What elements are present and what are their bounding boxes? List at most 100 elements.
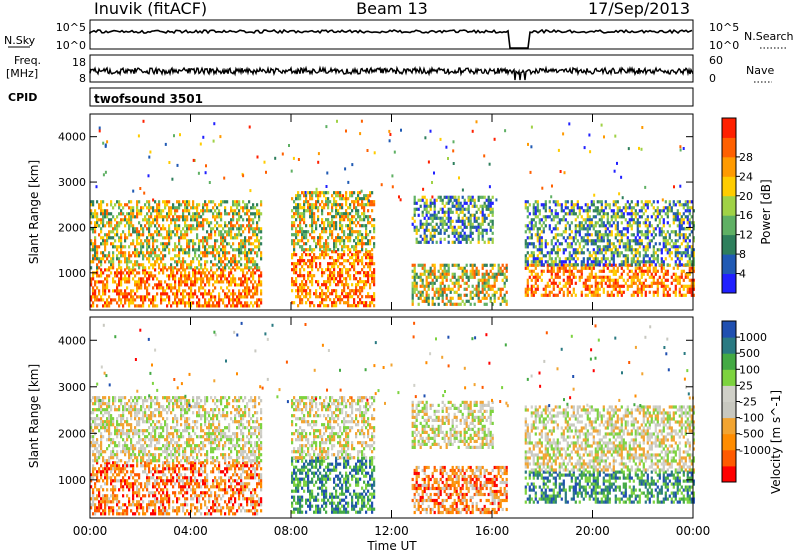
echo-cell (491, 302, 494, 306)
echo-cell (156, 227, 159, 231)
echo-cell (682, 251, 685, 255)
echo-cell (184, 251, 187, 255)
echo-cell (642, 281, 645, 285)
echo-cell (672, 242, 675, 246)
echo-cell (365, 250, 368, 254)
echo-cell (648, 245, 651, 249)
echo-cell (184, 224, 187, 228)
echo-cell (437, 216, 440, 220)
echo-cell (367, 209, 370, 213)
echo-cell (652, 248, 655, 252)
echo-cell (481, 219, 484, 223)
echo-cell (676, 257, 679, 261)
echo-cell (230, 236, 233, 240)
echo-cell (596, 212, 599, 216)
echo-cell (550, 248, 553, 252)
echo-cell (122, 254, 125, 258)
echo-cell (309, 224, 312, 228)
echo-cell (634, 242, 637, 246)
echo-cell (423, 237, 426, 241)
echo-cell (676, 215, 679, 219)
echo-cell (469, 222, 472, 226)
echo-cell (226, 286, 229, 290)
echo-cell (660, 269, 663, 273)
echo-cell (325, 292, 328, 296)
echo-cell (542, 206, 545, 210)
echo-cell (692, 248, 695, 252)
echo-cell (670, 257, 673, 261)
echo-cell (620, 233, 623, 237)
echo-cell (532, 245, 535, 249)
echo-cell (323, 245, 326, 249)
echo-cell (485, 207, 488, 211)
echo-cell (156, 218, 159, 222)
echo-cell (148, 257, 151, 261)
echo-cell (90, 215, 93, 219)
echo-cell (305, 248, 308, 252)
echo-cell (638, 245, 641, 249)
echo-cell (315, 265, 318, 269)
echo-cell (216, 274, 219, 278)
echo-cell (608, 221, 611, 225)
echo-cell (626, 287, 629, 291)
echo-cell (182, 298, 185, 302)
echo-cell (104, 254, 107, 258)
echo-cell (303, 209, 306, 213)
echo-cell (433, 266, 436, 270)
echo-cell (431, 299, 434, 303)
echo-cell (612, 209, 615, 213)
echo-cell (493, 293, 496, 297)
echo-cell (160, 215, 163, 219)
echo-cell (118, 224, 121, 228)
echo-cell (297, 194, 300, 198)
echo-cell (369, 191, 372, 195)
echo-cell (146, 212, 149, 216)
echo-cell (369, 256, 372, 260)
echo-cell (94, 230, 97, 234)
echo-cell (116, 221, 119, 225)
echo-cell (642, 233, 645, 237)
echo-cell (250, 251, 253, 255)
echo-cell (192, 212, 195, 216)
echo-cell (491, 275, 494, 279)
echo-cell (373, 242, 376, 246)
echo-cell (246, 254, 249, 258)
echo-cell (596, 287, 599, 291)
echo-cell (311, 221, 314, 225)
echo-cell (632, 260, 635, 264)
echo-cell (574, 251, 577, 255)
echo-cell (590, 284, 593, 288)
echo-cell (369, 259, 372, 263)
echo-cell (146, 236, 149, 240)
echo-cell (184, 233, 187, 237)
echo-cell (688, 284, 691, 288)
echo-cell (538, 233, 541, 237)
echo-cell (341, 283, 344, 287)
echo-cell (224, 239, 227, 243)
echo-cell (654, 266, 657, 270)
echo-cell (244, 295, 247, 299)
echo-cell (483, 296, 486, 300)
echo-cell (128, 257, 131, 261)
echo-cell (240, 292, 243, 296)
echo-cell (148, 277, 151, 281)
echo-cell (140, 263, 143, 267)
echo-cell (164, 266, 167, 270)
echo-cell (620, 275, 623, 279)
echo-cell (524, 203, 527, 207)
echo-cell (445, 296, 448, 300)
echo-cell (222, 248, 225, 252)
echo-cell (365, 304, 368, 308)
echo-cell (604, 203, 607, 207)
echo-cell (369, 301, 372, 305)
echo-cell (660, 263, 663, 267)
echo-cell (457, 266, 460, 270)
echo-cell (311, 206, 314, 210)
echo-cell (457, 293, 460, 297)
echo-cell (353, 200, 356, 204)
echo-cell (148, 242, 151, 246)
echo-cell (620, 175, 623, 179)
echo-cell (152, 257, 155, 261)
echo-cell (96, 286, 99, 290)
echo-cell (96, 280, 99, 284)
